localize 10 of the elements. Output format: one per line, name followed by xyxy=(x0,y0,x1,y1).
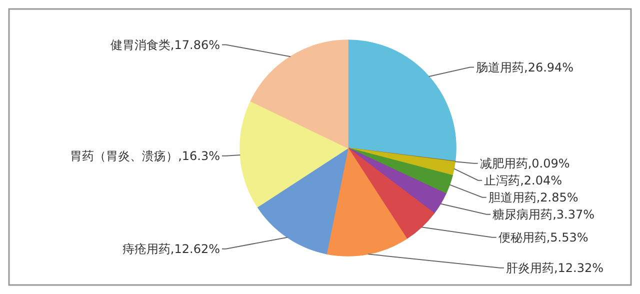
slice-label: 胆道用药,2.85% xyxy=(488,190,578,205)
slice-label: 胃药（胃炎、溃疡）,16.3% xyxy=(70,149,220,164)
slice-label: 痔疮用药,12.62% xyxy=(122,242,220,256)
slice-label: 减肥用药,0.09% xyxy=(480,156,570,171)
slice-label: 健胃消食类,17.86% xyxy=(110,38,220,52)
slice-label: 肝炎用药,12.32% xyxy=(506,261,604,276)
slice-label: 肠道用药,26.94% xyxy=(476,60,574,74)
slice-label: 糖尿病用药,3.37% xyxy=(492,208,595,222)
slice-label: 便秘用药,5.53% xyxy=(498,230,588,245)
slice-label: 止泻药,2.04% xyxy=(484,174,562,188)
